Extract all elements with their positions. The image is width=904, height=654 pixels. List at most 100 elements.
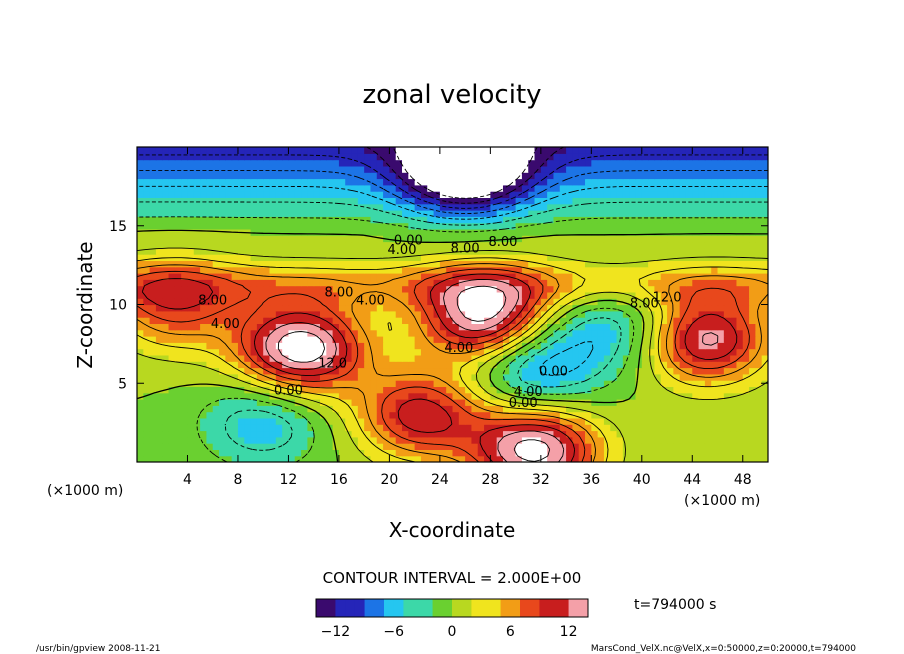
field-cell — [168, 159, 176, 167]
field-cell — [155, 373, 163, 381]
field-cell — [730, 361, 738, 369]
field-cell — [414, 304, 422, 312]
field-cell — [383, 361, 390, 369]
field-cell — [458, 455, 466, 462]
field-cell — [433, 216, 441, 224]
field-cell — [540, 172, 548, 180]
field-cell — [471, 241, 479, 249]
field-cell — [660, 323, 668, 331]
field-cell — [376, 317, 384, 324]
field-cell — [515, 197, 523, 205]
field-cell — [376, 159, 384, 167]
field-cell — [610, 285, 618, 293]
field-cell — [414, 159, 422, 167]
field-cell — [433, 380, 441, 387]
field-cell — [357, 443, 365, 450]
field-cell — [679, 241, 687, 249]
field-cell — [137, 317, 144, 324]
field-cell — [553, 430, 561, 438]
field-cell — [566, 310, 573, 318]
field-cell — [641, 153, 649, 161]
field-cell — [704, 298, 712, 306]
field-cell — [736, 424, 744, 432]
field-cell — [149, 247, 157, 255]
field-cell — [307, 203, 315, 211]
field-cell — [446, 310, 454, 318]
field-cell — [256, 417, 264, 425]
field-cell — [477, 153, 485, 161]
field-cell — [193, 430, 201, 438]
field-cell — [326, 197, 334, 205]
field-cell — [458, 241, 466, 249]
field-cell — [648, 241, 656, 249]
field-cell — [704, 285, 712, 293]
field-cell — [736, 399, 744, 406]
field-cell — [237, 317, 245, 324]
field-cell — [383, 147, 390, 154]
field-cell — [679, 298, 687, 306]
field-cell — [338, 348, 346, 356]
field-cell — [591, 380, 599, 387]
field-cell — [540, 165, 548, 173]
field-cell — [452, 436, 460, 444]
field-cell — [439, 203, 447, 211]
field-cell — [484, 279, 491, 287]
field-cell — [364, 228, 372, 236]
field-cell — [414, 172, 422, 180]
field-cell — [452, 348, 460, 356]
field-cell — [559, 354, 567, 362]
field-cell — [212, 285, 220, 293]
field-cell — [711, 222, 719, 230]
field-cell — [685, 197, 693, 205]
field-cell — [616, 392, 624, 400]
field-cell — [641, 354, 649, 362]
field-cell — [591, 361, 599, 369]
field-cell — [667, 216, 674, 224]
field-cell — [193, 279, 201, 287]
field-cell — [597, 254, 605, 261]
field-cell — [137, 197, 144, 205]
field-cell — [282, 210, 290, 217]
field-cell — [408, 380, 416, 387]
field-cell — [679, 436, 687, 444]
field-cell — [338, 367, 346, 375]
field-cell — [313, 411, 321, 419]
field-cell — [534, 228, 542, 236]
field-cell — [433, 443, 441, 450]
field-cell — [679, 203, 687, 211]
field-cell — [427, 241, 435, 249]
field-cell — [648, 449, 656, 457]
field-cell — [225, 424, 233, 432]
field-cell — [237, 399, 245, 406]
field-cell — [629, 216, 637, 224]
field-cell — [237, 323, 245, 331]
field-cell — [660, 386, 668, 394]
field-cell — [332, 197, 340, 205]
field-cell — [256, 392, 264, 400]
field-cell — [155, 386, 163, 394]
field-cell — [547, 172, 555, 180]
field-cell — [509, 417, 517, 425]
field-cell — [313, 285, 321, 293]
field-cell — [502, 443, 510, 450]
field-cell — [509, 367, 517, 375]
field-cell — [414, 443, 422, 450]
field-cell — [383, 329, 390, 337]
field-cell — [345, 455, 353, 462]
field-cell — [698, 203, 706, 211]
field-cell — [717, 216, 725, 224]
field-cell — [648, 191, 656, 198]
field-cell — [629, 191, 637, 198]
field-cell — [181, 417, 189, 425]
field-cell — [408, 216, 416, 224]
field-cell — [294, 222, 302, 230]
field-cell — [654, 386, 662, 394]
field-cell — [174, 354, 182, 362]
field-cell — [654, 392, 662, 400]
field-cell — [250, 291, 258, 299]
field-cell — [395, 228, 403, 236]
field-cell — [648, 228, 656, 236]
field-cell — [288, 159, 296, 167]
field-cell — [219, 241, 226, 249]
field-cell — [263, 254, 271, 261]
